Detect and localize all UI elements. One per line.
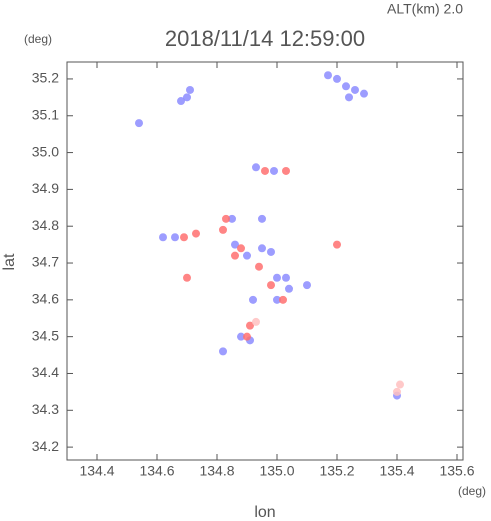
echo-point <box>267 281 275 290</box>
echo-point <box>342 82 350 91</box>
y-tick-label: 34.8 <box>32 217 59 233</box>
y-axis-label: lat <box>1 253 18 270</box>
echo-point <box>360 89 368 98</box>
y-unit: (deg) <box>24 32 52 46</box>
echo-point <box>135 119 143 128</box>
echo-point <box>186 85 194 94</box>
echo-point <box>219 225 227 234</box>
echo-point <box>333 240 341 249</box>
echo-point <box>222 214 230 223</box>
echo-point <box>183 273 191 282</box>
echo-point <box>345 93 353 102</box>
y-tick-label: 34.3 <box>32 401 59 417</box>
echo-point <box>228 214 236 223</box>
altitude-label: ALT(km) 2.0 <box>387 1 463 17</box>
y-tick-label: 34.2 <box>32 438 59 454</box>
chart-title: 2018/11/14 12:59:00 <box>165 26 365 51</box>
echo-point <box>258 244 266 253</box>
echo-point <box>252 317 260 326</box>
echo-point <box>231 251 239 260</box>
echo-point <box>249 295 257 304</box>
echo-point <box>243 251 251 260</box>
echo-point <box>270 166 278 175</box>
y-tick-label: 34.7 <box>32 254 59 270</box>
echo-point <box>273 273 281 282</box>
echo-point <box>243 332 251 341</box>
echo-point <box>273 295 281 304</box>
x-axis-label: lon <box>254 504 275 521</box>
echo-point <box>393 387 401 396</box>
y-tick-label: 34.6 <box>32 291 59 307</box>
echo-point <box>279 295 287 304</box>
y-tick-label: 35.2 <box>32 70 59 86</box>
echo-point <box>282 166 290 175</box>
echo-point <box>180 233 188 242</box>
x-tick-label: 135.6 <box>439 463 474 479</box>
echo-point <box>285 284 293 293</box>
echo-point <box>258 214 266 223</box>
echo-point <box>183 93 191 102</box>
echo-point <box>303 281 311 290</box>
echo-point <box>396 380 404 389</box>
echo-point <box>171 233 179 242</box>
echo-point <box>231 240 239 249</box>
echo-point <box>252 163 260 172</box>
x-tick-label: 134.6 <box>139 463 174 479</box>
echo-point <box>267 247 275 256</box>
y-tick-label: 35.1 <box>32 106 59 122</box>
echo-point <box>192 229 200 238</box>
y-tick-label: 35.0 <box>32 143 59 159</box>
echo-point <box>351 85 359 94</box>
echo-point <box>261 166 269 175</box>
echo-point <box>333 74 341 83</box>
echo-point <box>282 273 290 282</box>
echo-point <box>237 332 245 341</box>
echo-point <box>255 262 263 271</box>
y-tick-label: 34.4 <box>32 364 59 380</box>
x-unit: (deg) <box>458 484 486 498</box>
x-tick-label: 134.4 <box>79 463 114 479</box>
y-tick-label: 34.9 <box>32 180 59 196</box>
echo-point <box>177 97 185 106</box>
echo-point <box>246 321 254 330</box>
x-tick-label: 135.4 <box>379 463 414 479</box>
echo-point <box>219 347 227 356</box>
x-tick-label: 135.0 <box>259 463 294 479</box>
echo-point <box>237 244 245 253</box>
echo-point <box>324 71 332 80</box>
x-tick-label: 134.8 <box>199 463 234 479</box>
y-tick-label: 34.5 <box>32 327 59 343</box>
x-tick-label: 135.2 <box>319 463 354 479</box>
plot-frame <box>66 61 464 461</box>
echo-point <box>159 233 167 242</box>
